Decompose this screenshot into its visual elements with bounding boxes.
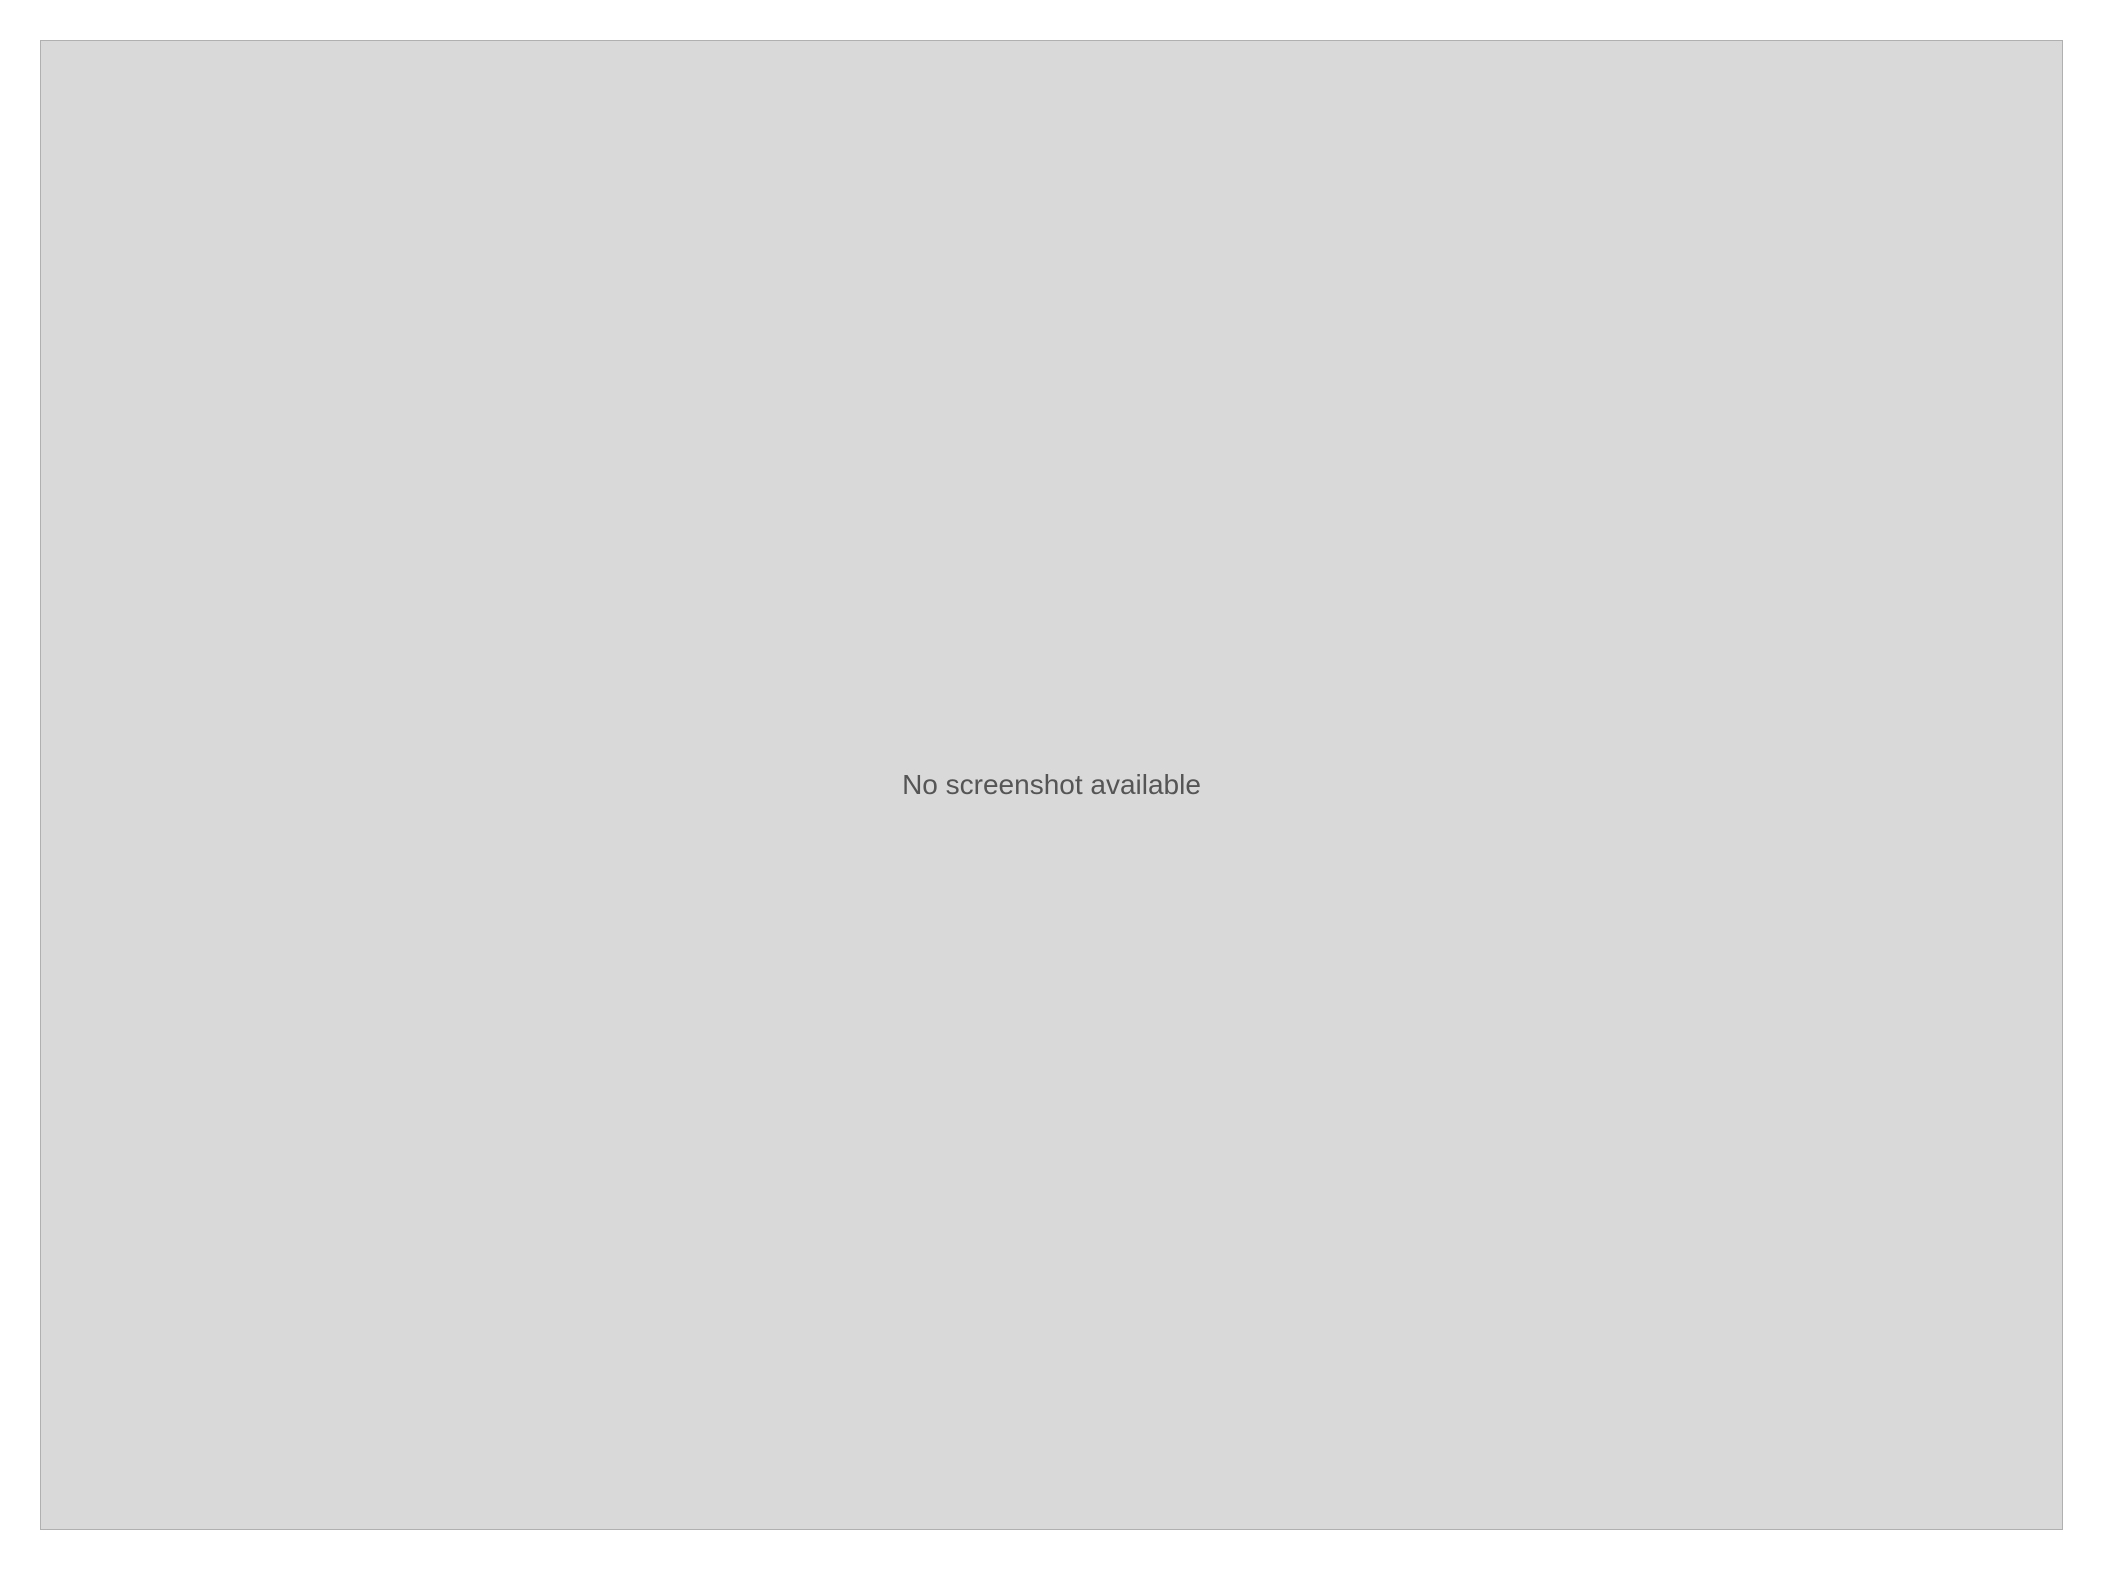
- image-placeholder: No screenshot available: [40, 40, 2063, 1530]
- placeholder-label: No screenshot available: [902, 769, 1201, 800]
